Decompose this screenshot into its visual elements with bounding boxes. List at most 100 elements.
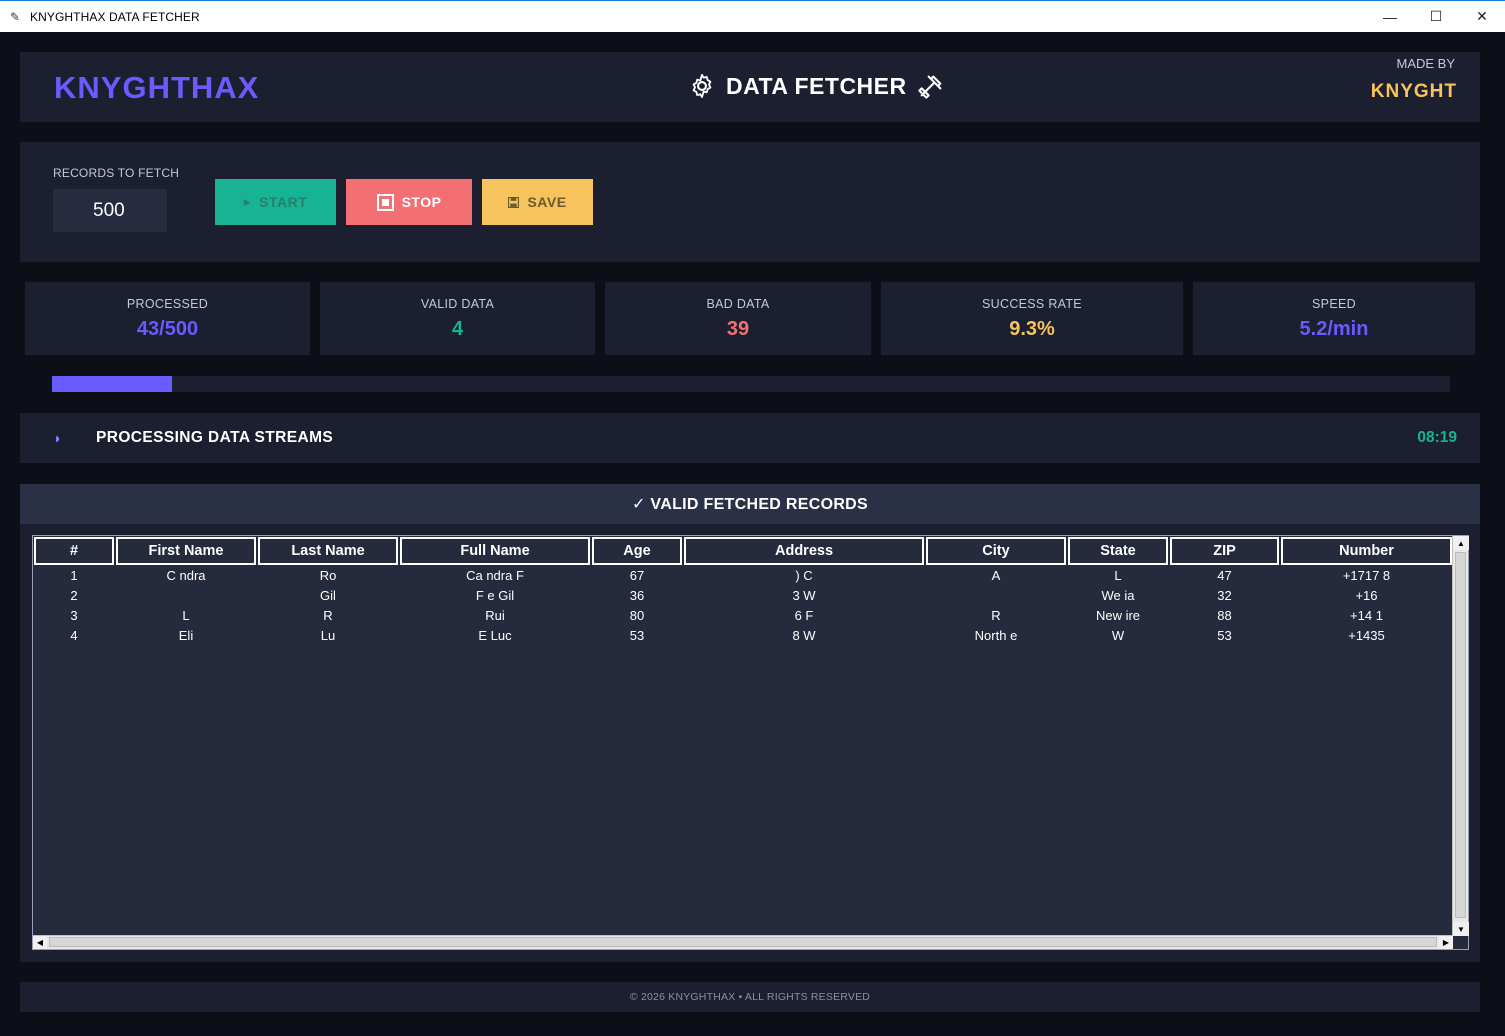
play-icon: ▶ <box>243 196 252 207</box>
table-cell: 80 <box>629 607 645 623</box>
horizontal-scroll-thumb[interactable] <box>49 937 1437 947</box>
table-cell <box>926 585 1066 605</box>
table-cell: 32 <box>1217 587 1232 603</box>
stat-processed: PROCESSED 43/500 <box>25 282 310 355</box>
stat-label: VALID DATA <box>420 297 495 311</box>
feather-app-icon: ✎ <box>10 9 21 24</box>
table-cell: 53 <box>629 627 645 643</box>
scroll-left-arrow-icon[interactable]: ◀ <box>33 936 47 949</box>
table-row[interactable]: 4 Eli Lu E Luc 53 8 W North e W 53 +1435 <box>34 625 1452 645</box>
table-cell: North e <box>974 627 1018 643</box>
vertical-scrollbar[interactable]: ▲ ▼ <box>1452 536 1469 936</box>
stat-label: PROCESSED <box>126 297 209 311</box>
table-cell: L <box>1114 567 1122 583</box>
stat-value: 43/500 <box>136 318 199 340</box>
table-cell: 4 <box>70 627 78 643</box>
table-cell: 36 <box>629 587 645 603</box>
column-header[interactable]: Age <box>592 537 682 565</box>
table-cell: We ia <box>1101 587 1135 603</box>
stat-speed: SPEED 5.2/min <box>1193 282 1475 355</box>
table-cell: 8 W <box>792 627 816 643</box>
made-by-name: KNYGHT <box>1370 81 1457 102</box>
table-cell: F e Gil <box>475 587 515 603</box>
vertical-scroll-thumb[interactable] <box>1455 552 1466 918</box>
stat-value: 9.3% <box>1009 318 1055 340</box>
table-cell: A <box>991 567 1001 583</box>
column-header[interactable]: Last Name <box>258 537 398 565</box>
status-text: PROCESSING DATA STREAMS <box>96 429 334 446</box>
gear-icon <box>692 73 712 99</box>
table-cell: +1717 8 <box>1342 567 1391 583</box>
column-header[interactable]: Full Name <box>400 537 590 565</box>
scroll-down-arrow-icon[interactable]: ▼ <box>1453 922 1469 936</box>
start-button[interactable]: ▶ START <box>215 179 336 225</box>
table-cell: Gil <box>320 587 336 603</box>
stat-label: SUCCESS RATE <box>982 297 1082 311</box>
table-cell: +16 <box>1355 587 1378 603</box>
column-header[interactable]: ZIP <box>1170 537 1279 565</box>
table-cell: L <box>182 607 190 623</box>
records-to-fetch-input[interactable] <box>53 189 167 232</box>
stop-button[interactable]: STOP <box>346 179 472 225</box>
column-header[interactable]: Number <box>1281 537 1452 565</box>
tools-icon <box>917 75 942 99</box>
minimize-button[interactable]: — <box>1383 8 1397 25</box>
column-header[interactable]: State <box>1068 537 1168 565</box>
maximize-button[interactable]: ☐ <box>1429 8 1443 24</box>
close-button[interactable]: ✕ <box>1476 8 1488 24</box>
floppy-disk-icon <box>508 196 520 208</box>
save-button-label: SAVE <box>527 194 567 210</box>
window-title: KNYGHTHAX DATA FETCHER <box>30 9 200 24</box>
records-table: # First Name Last Name Full Name Age Address C… <box>32 535 1469 950</box>
records-table-body[interactable]: # First Name Last Name Full Name Age Address C… <box>34 537 1452 934</box>
table-cell: Rui <box>485 607 505 623</box>
scroll-right-arrow-icon[interactable]: ▶ <box>1439 936 1453 949</box>
table-row[interactable]: 1 C ndra Ro Ca ndra F 67) C A L 47 +1717 8 <box>34 565 1452 585</box>
stat-label: SPEED <box>1312 297 1356 311</box>
horizontal-scrollbar[interactable]: ◀ ▶ <box>33 935 1453 949</box>
table-row[interactable]: 2 Gil F e Gil 36 3 W We ia 32 +16 <box>34 585 1452 605</box>
made-by: MADE BY KNYGHT <box>1371 56 1457 103</box>
table-cell: ) C <box>795 567 813 583</box>
table-cell: Ro <box>319 567 337 583</box>
table-row[interactable]: 3 L R Rui 80 6 F R New ire 88 +14 1 <box>34 605 1452 625</box>
table-cell: 3 W <box>792 587 816 603</box>
records-title: ✓ VALID FETCHED RECORDS <box>20 484 1480 524</box>
table-cell: Ca ndra F <box>466 567 524 583</box>
column-header[interactable]: Address <box>684 537 924 565</box>
table-cell: 6 F <box>794 607 814 623</box>
stat-success-rate: SUCCESS RATE 9.3% <box>881 282 1183 355</box>
stat-value: 39 <box>726 318 750 340</box>
brand-logo: KNYGHTHAX <box>54 70 260 105</box>
half-circle-icon: ◑ <box>52 430 61 446</box>
column-header[interactable]: City <box>926 537 1066 565</box>
elapsed-timer: 08:19 <box>1417 429 1457 446</box>
made-by-label: MADE BY <box>1396 56 1455 71</box>
status-panel <box>20 413 1480 463</box>
stat-bad-data: BAD DATA 39 <box>605 282 871 355</box>
table-cell: R <box>323 607 333 623</box>
table-cell: 53 <box>1217 627 1232 643</box>
stat-value: 5.2/min <box>1299 318 1369 340</box>
stat-value: 4 <box>451 318 464 340</box>
column-header[interactable]: # <box>34 537 114 565</box>
stop-button-label: STOP <box>401 194 442 210</box>
records-to-fetch-label: RECORDS TO FETCH <box>53 166 180 180</box>
progress-bar <box>52 376 1450 392</box>
table-cell: 1 <box>70 567 78 583</box>
table-cell: C ndra <box>166 567 206 583</box>
progress-bar-fill <box>52 376 173 392</box>
scroll-up-arrow-icon[interactable]: ▲ <box>1453 536 1469 550</box>
table-cell: W <box>1111 627 1125 643</box>
stop-icon <box>376 193 394 211</box>
table-cell: Lu <box>320 627 336 643</box>
column-header[interactable]: First Name <box>116 537 256 565</box>
start-button-label: START <box>259 194 308 210</box>
app-title-text: DATA FETCHER <box>726 72 907 99</box>
table-cell: E Luc <box>478 627 512 643</box>
footer-copyright: © 2026 KNYGHTHAX • ALL RIGHTS RESERVED <box>20 982 1480 1012</box>
window-titlebar: ✎ KNYGHTHAX DATA FETCHER — ☐ ✕ <box>0 0 1505 32</box>
save-button[interactable]: SAVE <box>482 179 593 225</box>
table-cell: 88 <box>1217 607 1232 623</box>
table-cell <box>116 585 256 605</box>
